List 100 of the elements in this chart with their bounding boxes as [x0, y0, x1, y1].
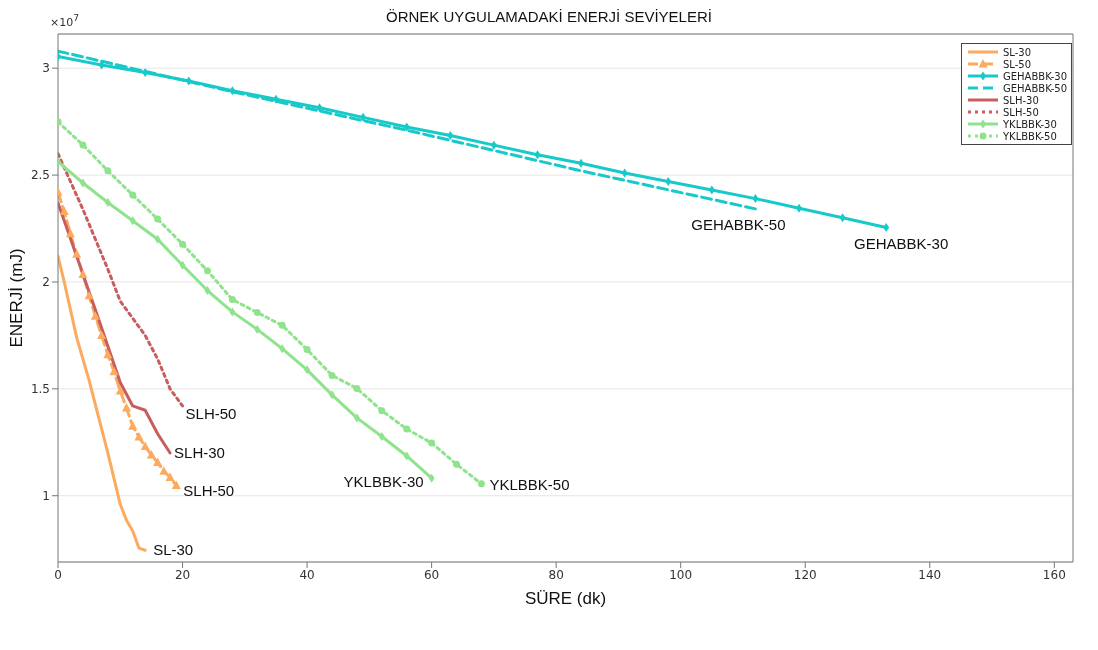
point [447, 131, 454, 141]
point [122, 403, 131, 412]
annotation: YKLBBK-50 [489, 476, 570, 494]
point [428, 473, 435, 483]
y-tick-label: 1.5 [30, 382, 50, 397]
point [97, 330, 107, 339]
text: ×10$^{7}$ [50, 12, 80, 29]
point [59, 206, 69, 215]
point [229, 307, 236, 317]
point [203, 267, 211, 275]
line-series [58, 152, 185, 408]
x-tick-label: 40 [299, 567, 315, 582]
point [708, 185, 715, 195]
point [229, 86, 236, 96]
point [254, 324, 261, 334]
annotation: SL-30 [153, 540, 194, 558]
y-tick-label: 2 [42, 275, 50, 290]
point [171, 480, 181, 489]
point [115, 385, 125, 395]
point [179, 240, 187, 248]
point [84, 290, 94, 300]
annotation: SLH-50 [183, 481, 235, 499]
x-tick-label: 20 [174, 567, 191, 582]
point [228, 296, 236, 303]
y-tick-label: 1 [42, 488, 50, 503]
legend-label: YKLBBK-50 [1003, 130, 1057, 142]
chart-title: ÖRNEK UYGULAMADAKİ ENERJİ SEVİYELERİ [386, 8, 712, 25]
y-tick-label: 2.5 [30, 168, 50, 183]
point [403, 425, 411, 433]
x-tick-label: 80 [548, 567, 564, 582]
x-tick-label: 0 [54, 567, 62, 582]
point [79, 141, 87, 149]
x-tick-label: 100 [669, 567, 693, 582]
point [104, 197, 111, 207]
point [98, 60, 105, 70]
point [109, 366, 119, 376]
point [278, 321, 286, 329]
x-tick-label: 160 [1042, 567, 1066, 582]
point [328, 390, 335, 400]
legend-label: SL-50 [1003, 58, 1032, 70]
point [328, 371, 336, 379]
point [303, 346, 311, 354]
point [129, 216, 136, 226]
point [304, 365, 311, 375]
point [665, 177, 672, 186]
point [90, 311, 100, 320]
annotation: GEHABBK-30 [854, 234, 949, 252]
point [104, 167, 112, 175]
point [279, 344, 286, 354]
point [272, 94, 279, 104]
point [578, 158, 585, 168]
point [159, 466, 169, 475]
x-tick-label: 120 [793, 567, 817, 582]
legend-label: SLH-50 [1003, 106, 1039, 118]
point [72, 249, 82, 258]
point [154, 215, 162, 223]
annotation: SLH-50 [185, 405, 237, 423]
point [752, 194, 759, 204]
point [316, 103, 323, 113]
legend-label: SL-30 [1003, 46, 1032, 58]
point [179, 260, 186, 270]
point [253, 309, 261, 317]
y-axis-title: ENERJİ (mJ) [7, 248, 27, 348]
point [883, 222, 890, 232]
point [165, 472, 175, 482]
x-tick-label: 140 [918, 567, 942, 582]
point [378, 432, 385, 442]
point [353, 384, 361, 392]
point [79, 178, 86, 188]
point [204, 286, 211, 296]
point [140, 441, 150, 451]
point [403, 451, 410, 461]
point [129, 191, 137, 199]
x-tick-label: 60 [423, 567, 440, 582]
point [146, 450, 156, 459]
point [185, 76, 192, 86]
line-series [58, 201, 172, 455]
point [621, 168, 628, 178]
legend-label: GEHABBK-30 [1003, 70, 1067, 82]
legend-label: YKLBBK-30 [1003, 118, 1057, 130]
point [403, 122, 410, 132]
point [128, 421, 138, 430]
point [360, 112, 367, 122]
line-series [58, 254, 147, 552]
annotation: YKLBBK-30 [343, 472, 424, 490]
point [534, 150, 541, 160]
point [78, 269, 88, 278]
point [103, 349, 113, 359]
point [153, 457, 163, 467]
point [796, 203, 803, 213]
point [839, 213, 846, 223]
point [490, 140, 497, 150]
y-tick-label: 3 [42, 61, 50, 76]
point [378, 407, 386, 415]
annotation: SLH-30 [174, 444, 225, 462]
x-axis-title: SÜRE (dk) [524, 589, 607, 608]
point [154, 234, 161, 244]
legend-label: GEHABBK-50 [1003, 82, 1067, 94]
legend-label: SLH-30 [1003, 94, 1039, 106]
point [428, 439, 436, 447]
